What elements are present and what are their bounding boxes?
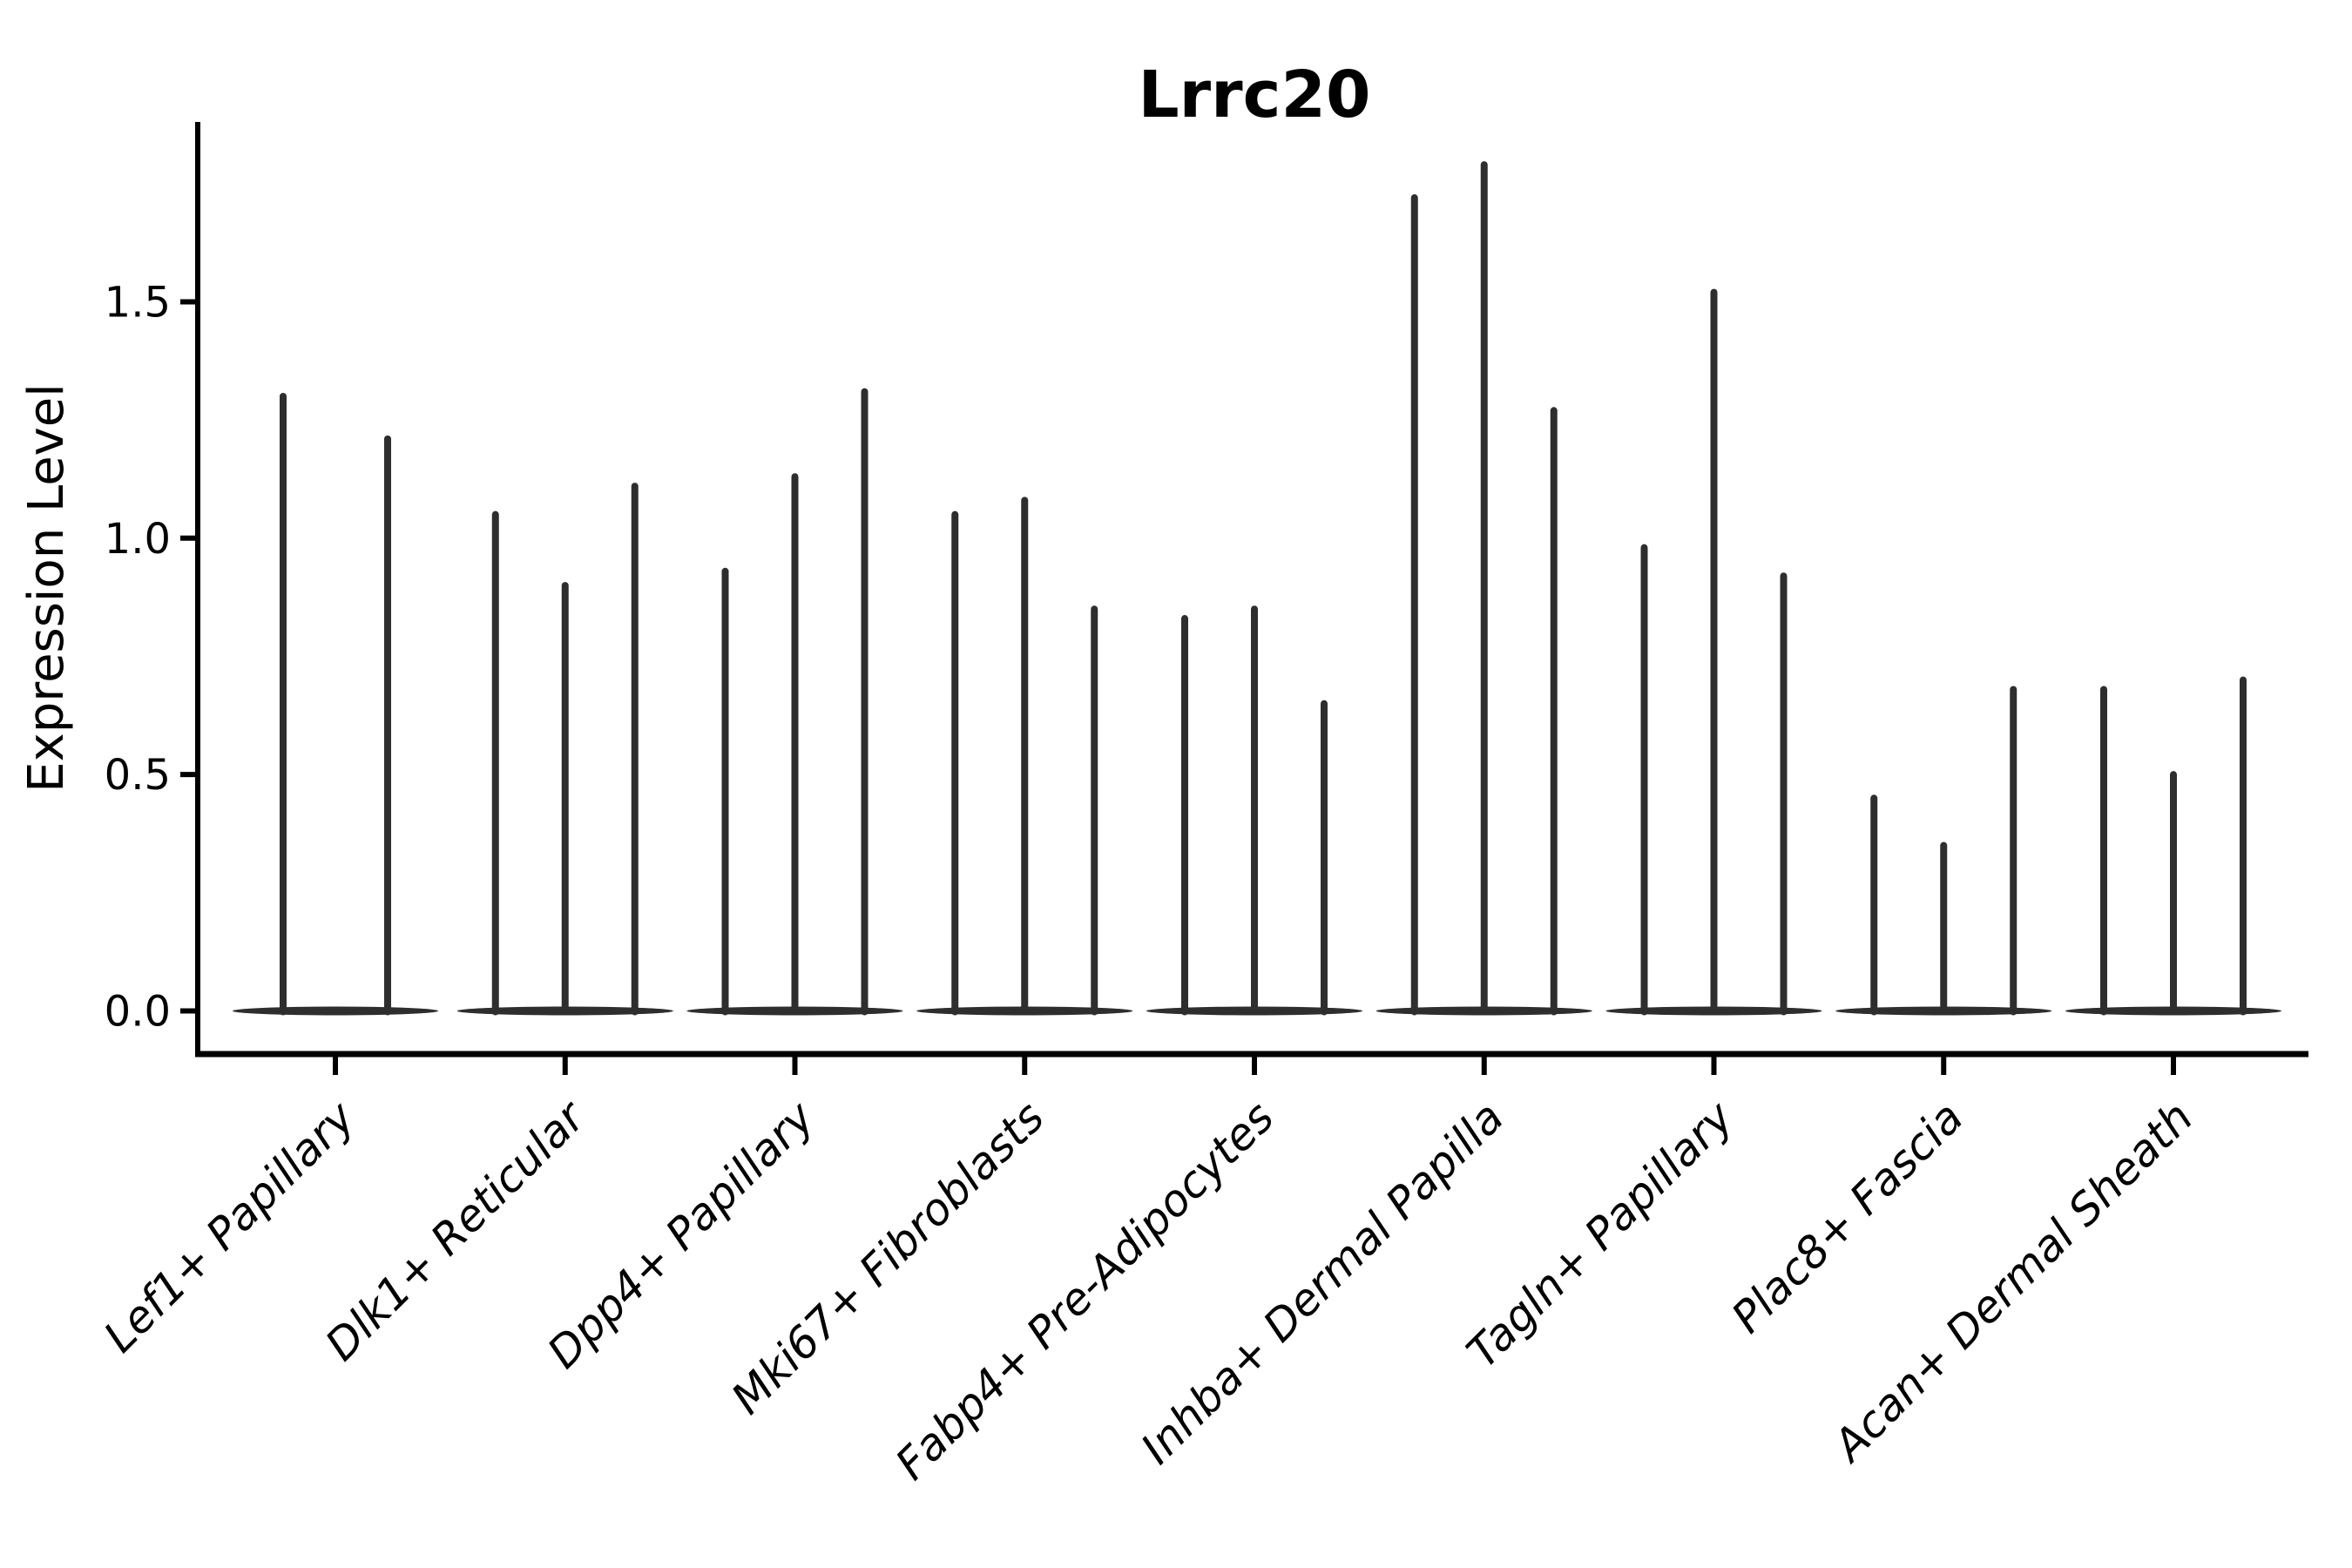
x-category-label: Fabp4+ Pre-Adipocytes <box>886 1092 1284 1490</box>
y-tick-label: 1.0 <box>105 515 171 564</box>
violins-layer <box>233 161 2281 1016</box>
y-tick-label: 0.5 <box>105 751 171 800</box>
x-category-label: Lef1+ Papillary <box>94 1091 365 1362</box>
violin-base <box>233 1006 438 1016</box>
y-ticks-layer: 0.0 0.5 1.0 1.5 <box>105 278 198 1037</box>
y-tick-label: 0.0 <box>105 988 171 1037</box>
x-category-label: Plac8+ Fascia <box>1722 1092 1973 1342</box>
x-category-label: Inhba+ Dermal Papilla <box>1132 1092 1513 1473</box>
y-axis-label: Expression Level <box>18 383 75 793</box>
y-tick-label: 1.5 <box>105 278 171 327</box>
plot-title: Lrrc20 <box>1139 57 1371 132</box>
